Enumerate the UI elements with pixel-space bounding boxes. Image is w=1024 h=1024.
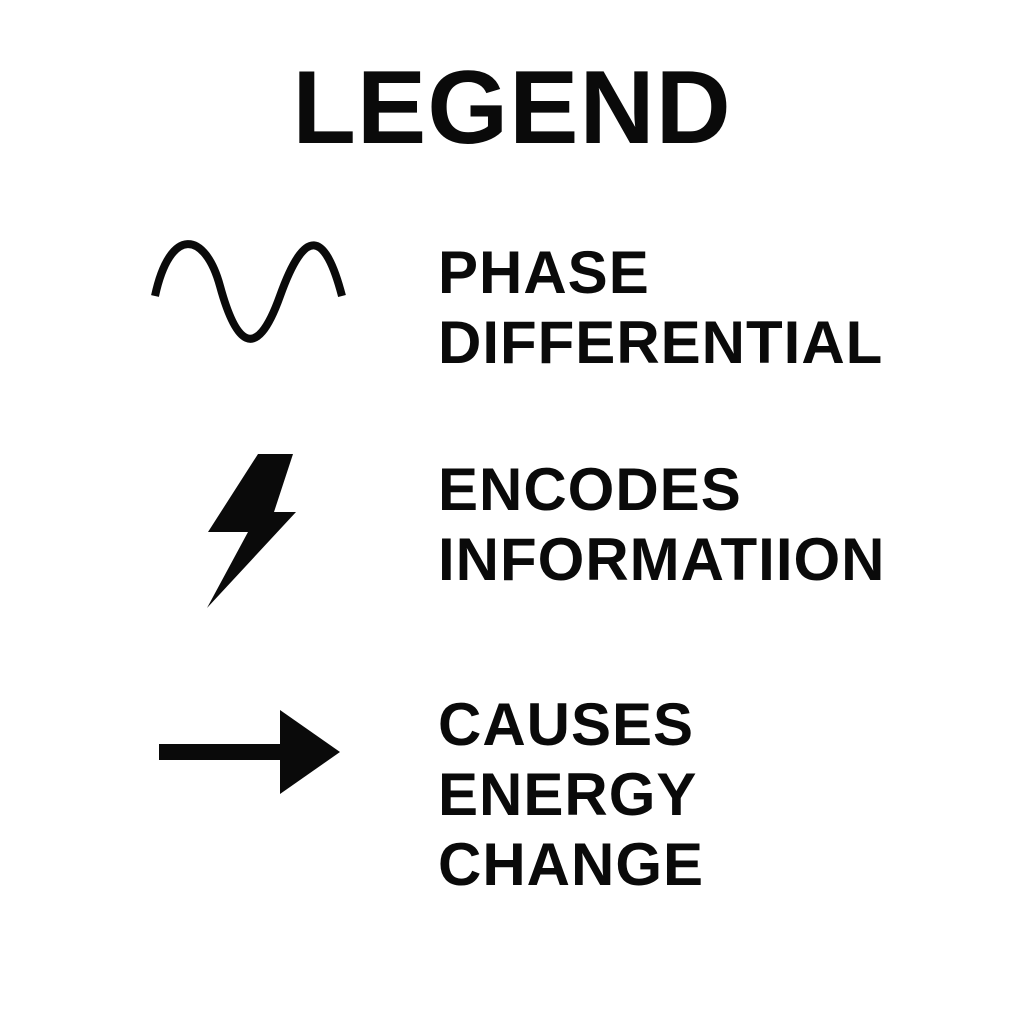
- label-line: PHASE: [438, 239, 650, 306]
- label-line: INFORMATIION: [438, 526, 886, 593]
- phase-differential-label: PHASE DIFFERENTIAL: [438, 238, 883, 378]
- sine-wave-icon: [151, 240, 346, 343]
- legend-title: LEGEND: [292, 50, 732, 166]
- lightning-bolt-icon: [207, 454, 296, 608]
- encodes-information-label: ENCODES INFORMATIION: [438, 455, 886, 595]
- label-line: ENCODES: [438, 456, 742, 523]
- right-arrow-icon: [159, 710, 340, 794]
- label-line: ENERGY: [438, 761, 698, 828]
- label-line: CAUSES: [438, 691, 695, 758]
- label-line: DIFFERENTIAL: [438, 309, 884, 376]
- label-line: CHANGE: [438, 831, 705, 898]
- causes-energy-change-label: CAUSES ENERGY CHANGE: [438, 690, 704, 900]
